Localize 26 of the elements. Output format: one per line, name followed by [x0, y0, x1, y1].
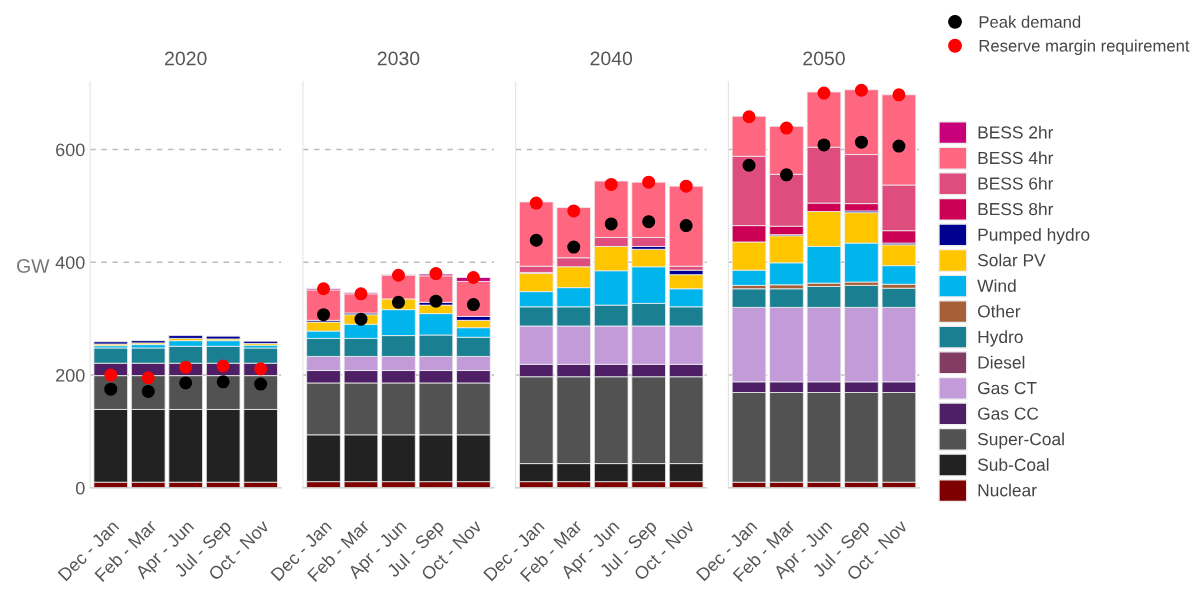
- chart-title: 2030: [377, 51, 420, 66]
- legend-label: Hydro: [978, 330, 1023, 347]
- y-tick-label: 400: [55, 256, 85, 269]
- legend-label: Reserve margin requirement: [979, 39, 1190, 56]
- y-tick-label: 600: [56, 143, 85, 157]
- chart-title: 2050: [803, 51, 845, 66]
- legend-label: Gas CC: [978, 407, 1039, 420]
- chart-title: 2040: [590, 51, 633, 66]
- legend-label: Gas CT: [978, 381, 1037, 395]
- legend-label: BESS 4hr: [978, 151, 1054, 165]
- chart-title: 2020: [165, 51, 207, 66]
- legend-label: Diesel: [978, 355, 1025, 369]
- y-tick-label: 200: [56, 368, 85, 382]
- legend-label: Pumped hydro: [978, 228, 1090, 245]
- legend-label: Other: [977, 304, 1021, 318]
- legend-label: BESS 6hr: [978, 176, 1054, 190]
- legend-label: Nuclear: [978, 483, 1037, 497]
- y-tick-label: 0: [75, 481, 85, 495]
- legend-label: Wind: [977, 279, 1016, 292]
- legend-label: Super-Coal: [977, 432, 1064, 449]
- legend-label: Solar PV: [977, 253, 1046, 267]
- legend-label: BESS 2hr: [978, 125, 1054, 139]
- y-axis-title: GW: [17, 259, 50, 273]
- legend-label: Sub-Coal: [977, 458, 1049, 471]
- legend-label: BESS 8hr: [978, 202, 1054, 216]
- legend-label: Peak demand: [979, 15, 1081, 28]
